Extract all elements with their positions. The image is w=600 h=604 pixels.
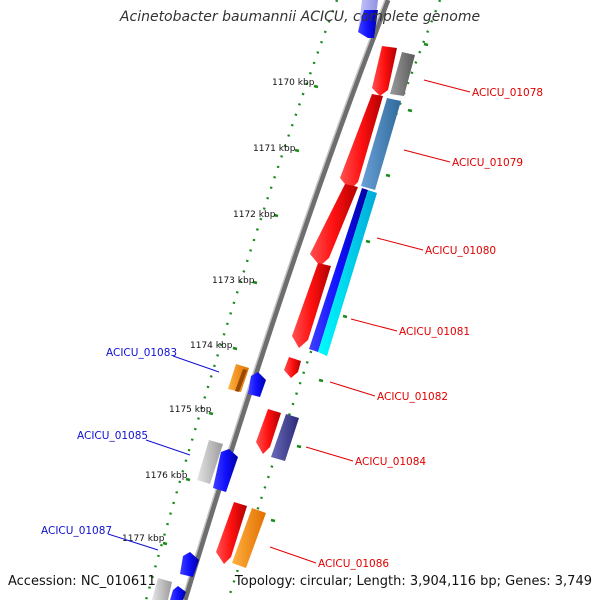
gene-label[interactable]: ACICU_01084 (355, 456, 426, 468)
gene-feature[interactable] (216, 502, 247, 564)
gene-labels: ACICU_01078 ACICU_01079 ACICU_01080 ACIC… (41, 87, 543, 570)
tick-label: 1174 kbp (190, 341, 233, 351)
gene-label[interactable]: ACICU_01081 (399, 326, 470, 338)
gene-label[interactable]: ACICU_01080 (425, 245, 496, 257)
gene-feature[interactable] (318, 190, 377, 356)
gene-feature[interactable] (310, 184, 358, 266)
gene-feature[interactable] (284, 357, 301, 378)
tick-label: 1172 kbp (233, 210, 276, 220)
label-connectors (107, 79, 471, 564)
gene-feature[interactable] (248, 372, 266, 397)
forward-strand-features (216, 0, 415, 568)
genome-backbone (182, 0, 391, 601)
genome-backbone-highlight (181, 0, 386, 601)
ruler-outer-ticks (270, 42, 429, 523)
gene-feature[interactable] (361, 98, 401, 190)
gene-feature[interactable] (152, 578, 172, 600)
inner-ruler-track (144, 0, 339, 601)
gene-label[interactable]: ACICU_01083 (106, 347, 177, 359)
tick-label: 1175 kbp (169, 405, 212, 415)
gene-feature[interactable] (232, 508, 266, 568)
reverse-strand-features (152, 364, 266, 600)
tick-label: 1170 kbp (272, 78, 315, 88)
gene-label[interactable]: ACICU_01087 (41, 525, 112, 537)
gene-label[interactable]: ACICU_01079 (452, 157, 523, 169)
ruler-major-ticks (162, 84, 319, 546)
tick-label: 1171 kbp (253, 144, 296, 154)
tick-label: 1173 kbp (212, 276, 255, 286)
gene-label[interactable]: ACICU_01082 (377, 391, 448, 403)
gene-feature[interactable] (372, 46, 397, 96)
gene-feature[interactable] (170, 586, 186, 600)
gene-feature[interactable] (292, 263, 331, 348)
accession-text: Accession: NC_010611 (8, 574, 156, 589)
gene-label[interactable]: ACICU_01085 (77, 430, 148, 442)
ruler-tick-labels: 1170 kbp 1171 kbp 1172 kbp 1173 kbp 1174… (122, 78, 315, 544)
tick-label: 1176 kbp (145, 471, 188, 481)
gene-feature[interactable] (235, 369, 247, 392)
gene-feature[interactable] (340, 94, 383, 190)
gene-label[interactable]: ACICU_01078 (472, 87, 543, 99)
map-title: Acinetobacter baumannii ACICU, complete … (119, 9, 481, 25)
gene-label[interactable]: ACICU_01086 (318, 558, 389, 570)
genome-summary-text: Topology: circular; Length: 3,904,116 bp… (234, 574, 592, 589)
gene-feature[interactable] (309, 188, 368, 352)
gene-feature[interactable] (213, 449, 238, 492)
gene-feature[interactable] (390, 52, 415, 96)
tick-label: 1177 kbp (122, 534, 165, 544)
gene-feature[interactable] (358, 10, 378, 38)
gene-feature[interactable] (271, 414, 299, 461)
gene-feature[interactable] (180, 552, 199, 577)
gene-feature[interactable] (256, 409, 281, 454)
gene-feature[interactable] (197, 440, 223, 484)
